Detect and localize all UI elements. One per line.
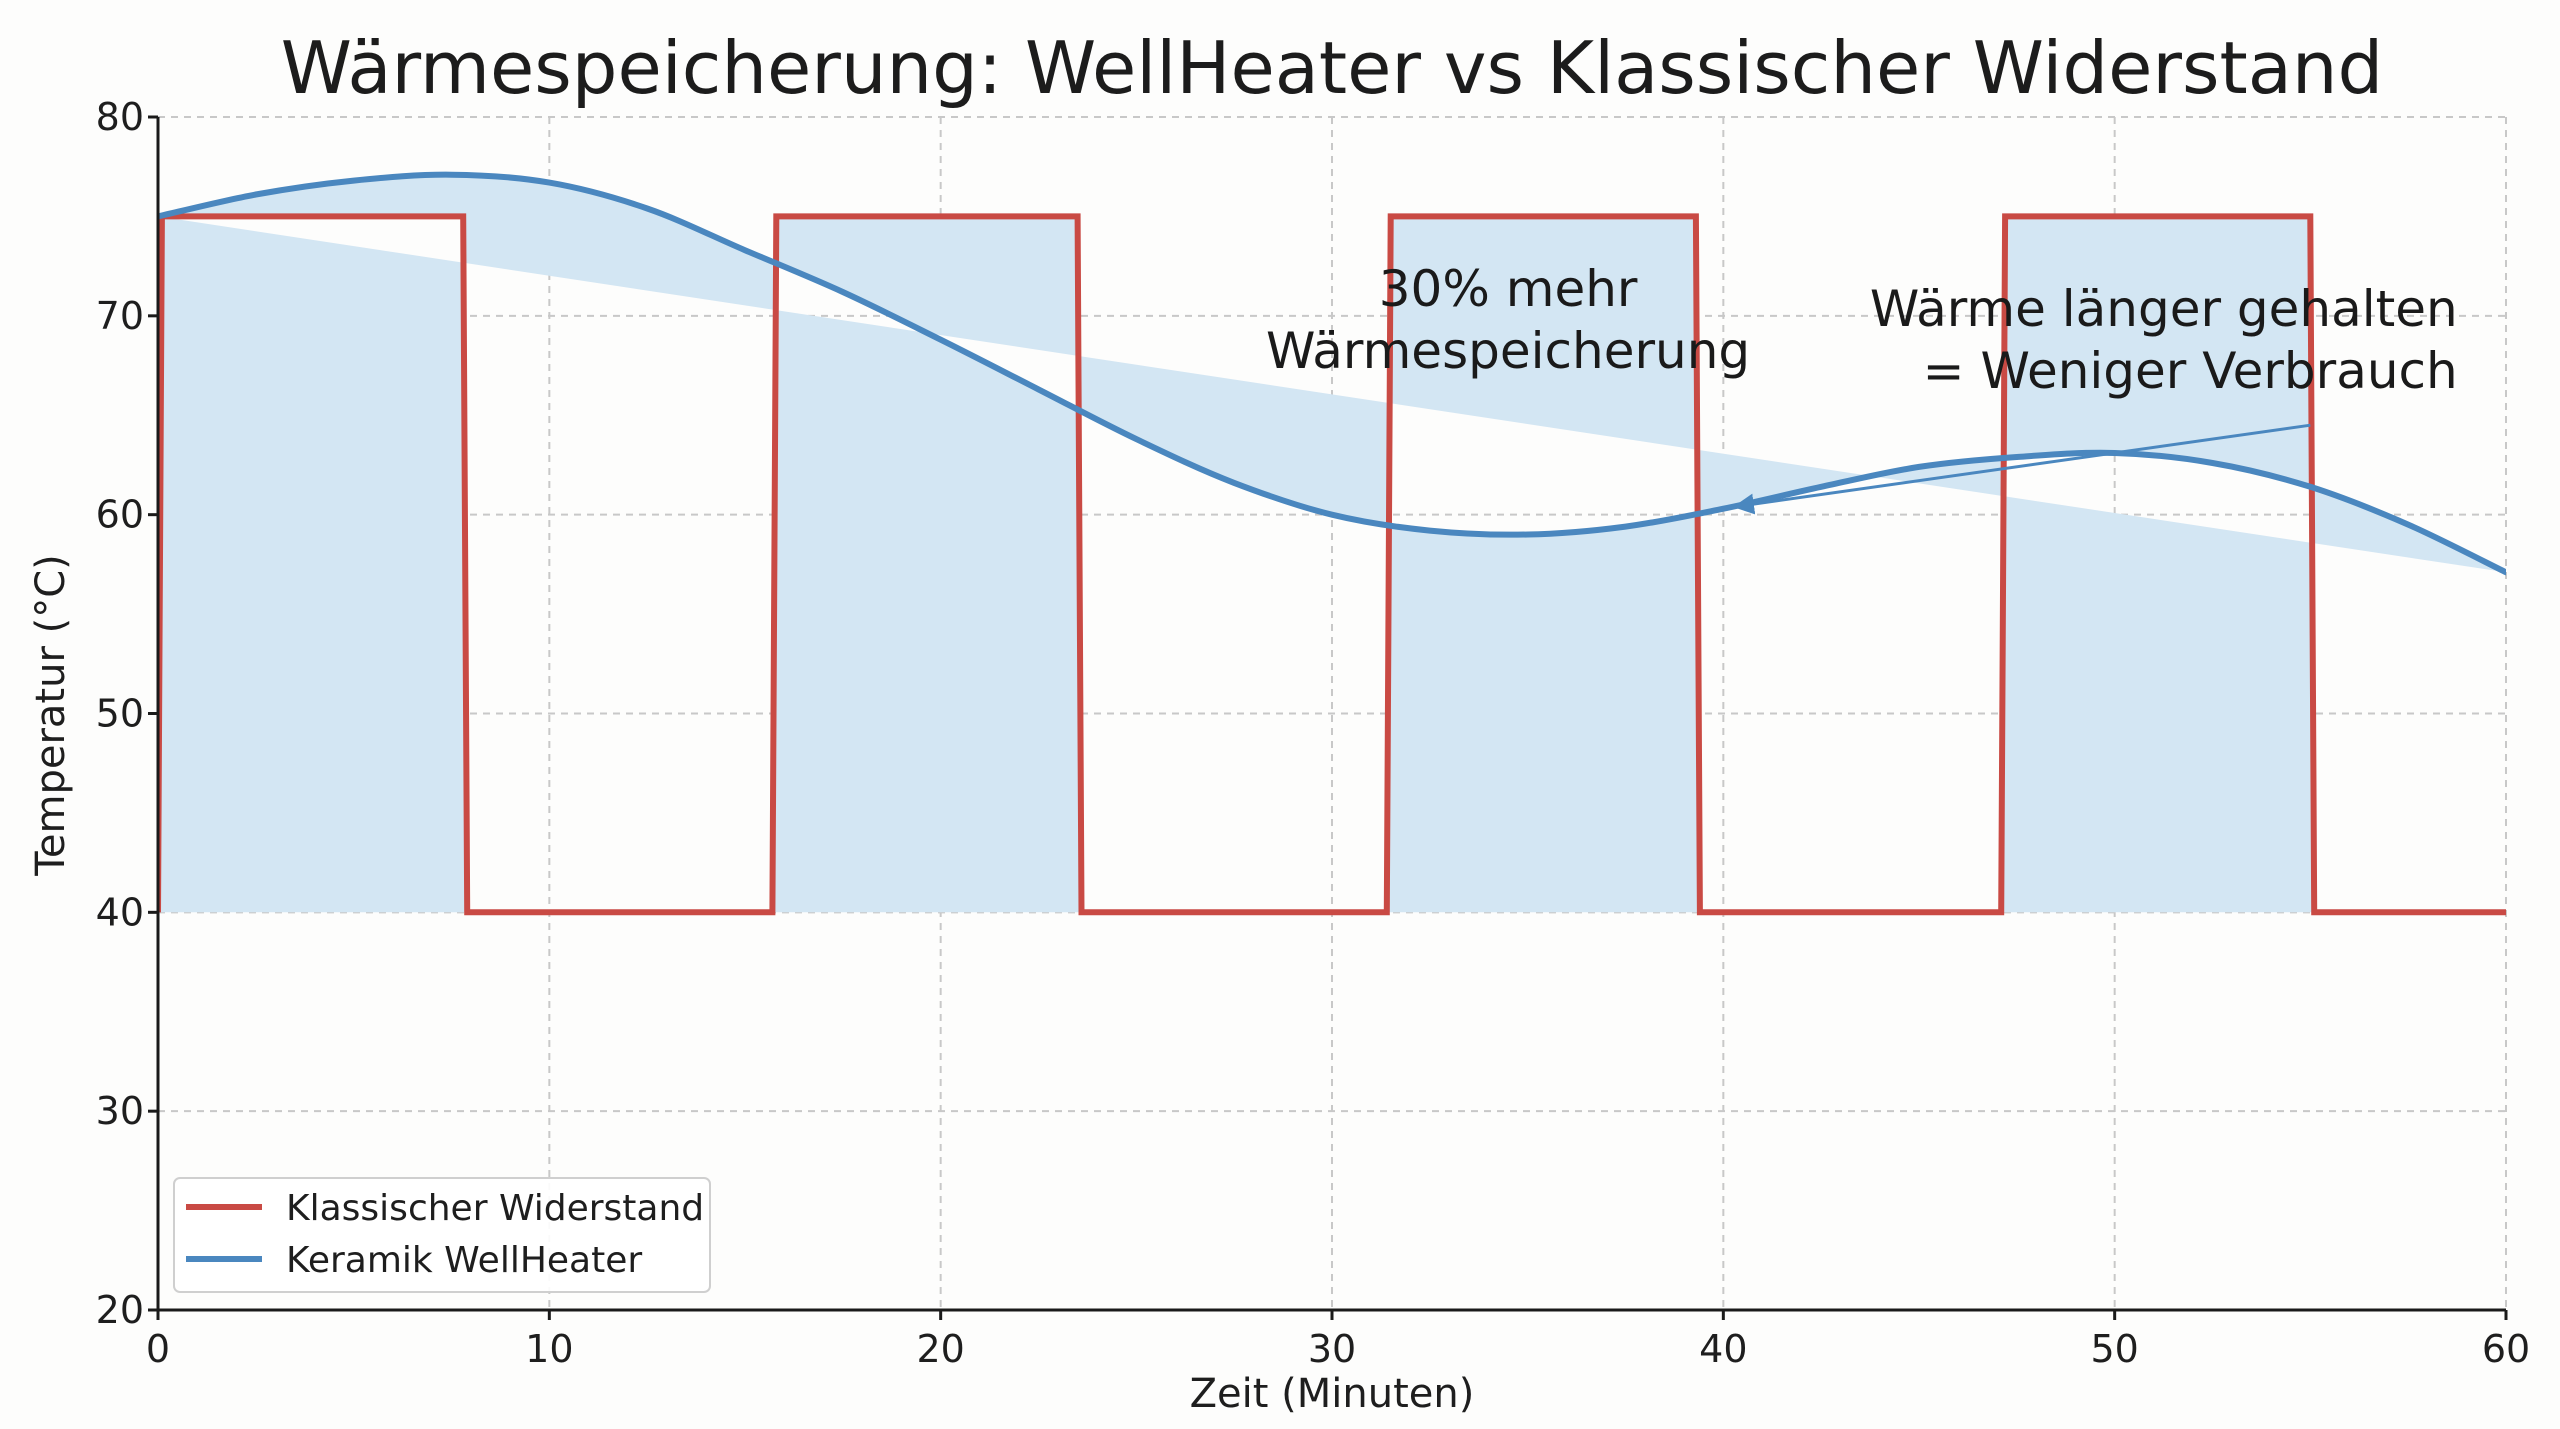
legend: Klassischer Widerstand Keramik WellHeate… — [173, 1177, 711, 1293]
fill-between-area — [158, 174, 2506, 913]
y-tick-labels: 20 30 40 50 60 70 80 — [96, 95, 158, 1332]
annotation-line: = Weniger Verbrauch — [1923, 342, 2458, 400]
y-axis-label: Temperatur (°C) — [28, 554, 74, 877]
y-tick-label: 80 — [96, 95, 144, 139]
y-tick-label: 30 — [96, 1089, 144, 1133]
annotations: 30% mehr Wärmespeicherung Wärme länger geh… — [1266, 260, 2458, 515]
legend-label-keramik-wellheater: Keramik WellHeater — [286, 1240, 642, 1281]
x-tick-labels: 0 10 20 30 40 50 60 — [146, 1310, 2530, 1371]
annotation-line: 30% mehr — [1379, 260, 1638, 318]
annotation-line: Wärmespeicherung — [1266, 322, 1750, 380]
x-tick-label: 50 — [2090, 1327, 2138, 1371]
y-tick-label: 60 — [96, 493, 144, 537]
x-tick-label: 60 — [2482, 1327, 2530, 1371]
legend-box — [173, 1177, 711, 1293]
series-line-klassischer-widerstand — [158, 213, 2506, 916]
annotation-waermespeicherung: 30% mehr Wärmespeicherung — [1266, 260, 1750, 380]
y-tick-label: 70 — [96, 294, 144, 338]
x-tick-label: 10 — [525, 1327, 573, 1371]
x-tick-label: 20 — [916, 1327, 964, 1371]
annotation-line: Wärme länger gehalten — [1870, 280, 2458, 338]
x-tick-label: 30 — [1308, 1327, 1356, 1371]
x-axis-label: Zeit (Minuten) — [1190, 1371, 1475, 1417]
x-tick-label: 0 — [146, 1327, 170, 1371]
y-tick-label: 20 — [96, 1288, 144, 1332]
y-tick-label: 50 — [96, 692, 144, 736]
legend-label-klassischer-widerstand: Klassischer Widerstand — [286, 1188, 704, 1229]
annotation-verbrauch: Wärme länger gehalten = Weniger Verbrauch — [1870, 280, 2458, 400]
y-tick-label: 40 — [96, 890, 144, 934]
x-tick-label: 40 — [1699, 1327, 1747, 1371]
annotation-arrow — [1732, 423, 2311, 515]
chart-title: Wärmespeicherung: WellHeater vs Klassisc… — [281, 26, 2383, 110]
